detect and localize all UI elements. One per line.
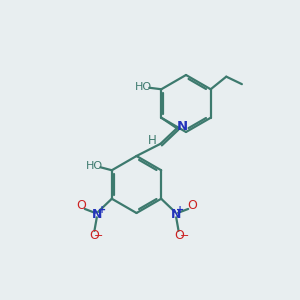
Text: N: N [170, 208, 181, 221]
Text: N: N [177, 120, 188, 133]
Text: N: N [92, 208, 103, 221]
Text: O: O [187, 199, 197, 212]
Text: +: + [176, 205, 184, 215]
Text: H: H [148, 134, 156, 147]
Text: O: O [174, 230, 184, 242]
Text: HO: HO [86, 161, 103, 171]
Text: −: − [94, 231, 104, 241]
Text: −: − [180, 231, 189, 241]
Text: O: O [76, 199, 86, 212]
Text: O: O [89, 230, 99, 242]
Text: +: + [98, 205, 106, 215]
Text: HO: HO [135, 82, 152, 92]
